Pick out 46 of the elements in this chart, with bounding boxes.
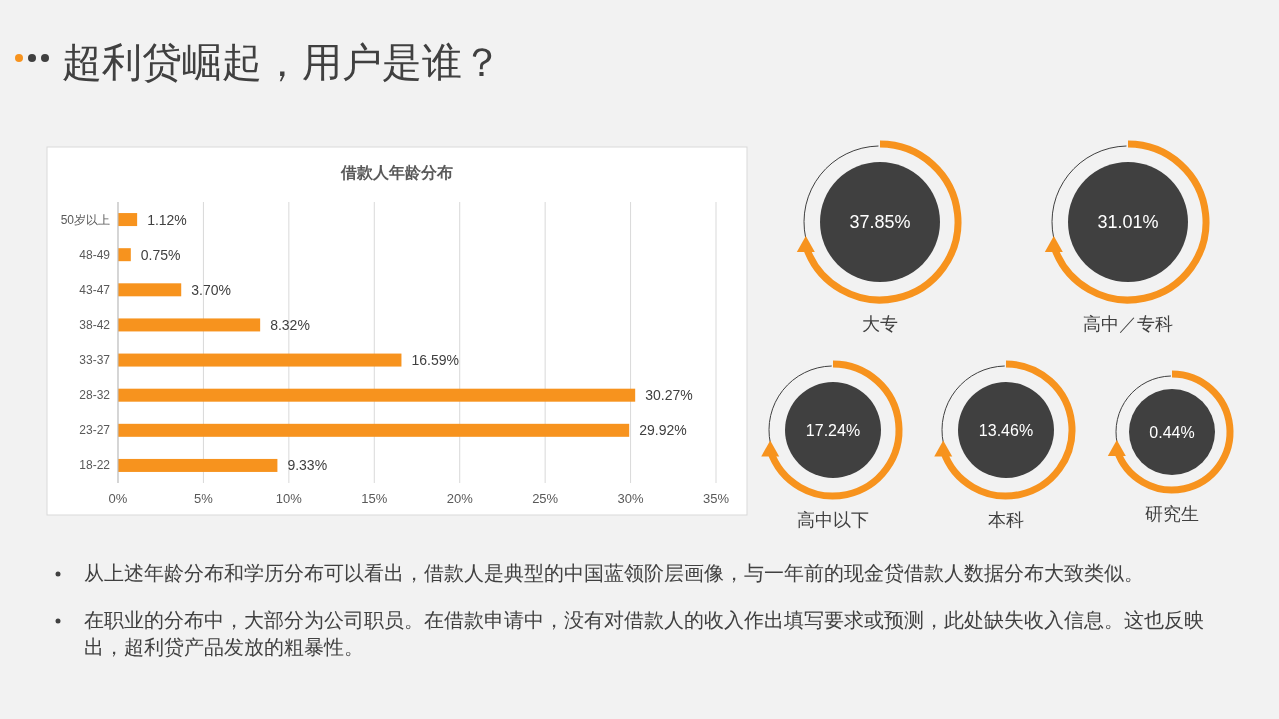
bar	[118, 458, 278, 472]
data-label: 8.32%	[270, 316, 310, 333]
data-label: 3.70%	[191, 281, 231, 298]
y-tick-label: 50岁以上	[60, 212, 110, 227]
bar	[118, 213, 138, 227]
data-label: 31.01%	[1097, 212, 1159, 232]
text: 从上述年龄分布和学历分布可以看出，借款人是典型的中国蓝领阶层画像，与一年前的现金贷借款人数据分布大致类似。	[84, 562, 1144, 584]
y-tick-label: 18-22	[79, 458, 111, 473]
y-tick-label: 28-32	[79, 388, 111, 403]
y-tick-label: 38-42	[79, 317, 111, 332]
bar	[118, 283, 182, 297]
data-label: 30.27%	[645, 387, 693, 404]
data-label: 9.33%	[287, 457, 328, 474]
y-tick-label: 43-47	[79, 282, 111, 297]
chart-title: 借款人年龄分布	[340, 164, 453, 181]
bar	[118, 388, 636, 402]
data-label: 1.12%	[147, 211, 187, 228]
x-tick-label: 5%	[194, 491, 214, 506]
x-tick-label: 25%	[532, 491, 559, 506]
data-label: 16.59%	[411, 352, 459, 369]
bar	[118, 353, 402, 367]
data-label: 29.92%	[639, 422, 687, 439]
y-tick-label: 23-27	[79, 423, 111, 438]
bar	[118, 423, 630, 437]
category-label: 本科	[988, 510, 1024, 530]
category-label: 高中／专科	[1083, 314, 1173, 334]
category-label: 大专	[862, 314, 898, 334]
y-tick-label: 33-37	[79, 353, 111, 368]
bar	[118, 248, 131, 262]
x-tick-label: 10%	[275, 491, 303, 506]
text: 在职业的分布中，大部分为公司职员。在借款申请中，没有对借款人的收入作出填写要求或预测，此处缺失收入信息。这也反映出，超利贷产品发放的粗暴性。	[84, 609, 1204, 658]
x-tick-label: 30%	[617, 491, 645, 506]
x-tick-label: 35%	[702, 491, 730, 506]
x-tick-label: 0%	[108, 491, 128, 506]
x-tick-label: 15%	[361, 491, 388, 506]
text: 超利贷崛起，用户是谁？	[62, 40, 502, 84]
data-label: 17.24%	[805, 422, 861, 439]
bar	[118, 318, 261, 332]
data-label: 0.75%	[140, 246, 181, 263]
data-label: 0.44%	[1149, 424, 1195, 441]
category-label: 研究生	[1145, 504, 1199, 524]
data-label: 37.85%	[849, 212, 911, 232]
data-label: 13.46%	[978, 422, 1034, 439]
y-tick-label: 48-49	[79, 247, 111, 262]
x-tick-label: 20%	[446, 491, 474, 506]
category-label: 高中以下	[797, 510, 869, 530]
